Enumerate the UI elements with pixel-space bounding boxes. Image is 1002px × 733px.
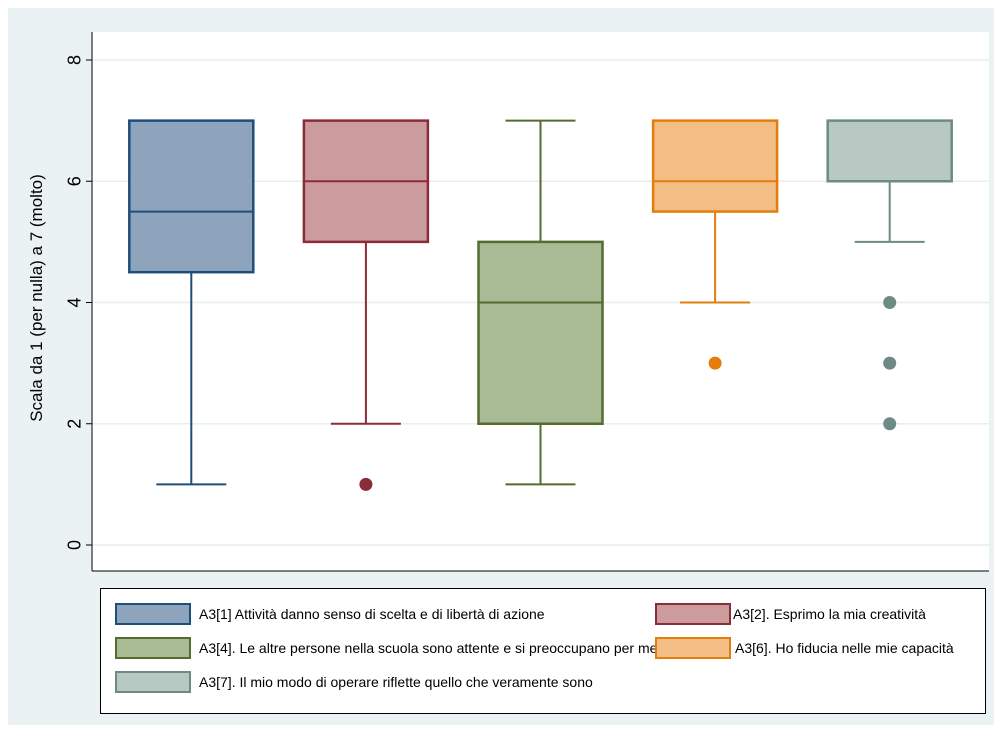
box-iqr <box>128 119 255 274</box>
legend-item-a3-1: A3[1] Attività danno senso di scelta e d… <box>115 602 545 626</box>
legend-item-a3-4: A3[4]. Le altre persone nella scuola son… <box>115 636 657 660</box>
box-series-5 <box>826 119 953 431</box>
box-series-4 <box>651 119 779 370</box>
chart-figure: 0 2 4 6 8 Scala da 1 (per nulla) a 7 (molto)… <box>8 8 994 725</box>
legend-item-a3-2: A3[2]. Esprimo la mia creatività <box>655 602 926 626</box>
box-series-2 <box>302 119 430 491</box>
legend-swatch-a3-2 <box>655 603 731 625</box>
y-tick-label-4: 4 <box>64 297 84 307</box>
legend: A3[1] Attività danno senso di scelta e d… <box>100 588 986 714</box>
y-tick-label-6: 6 <box>64 176 84 186</box>
legend-swatch-a3-7 <box>115 671 191 693</box>
legend-label-a3-7: A3[7]. Il mio modo di operare riflette q… <box>199 674 593 690</box>
legend-label-a3-6: A3[6]. Ho fiducia nelle mie capacità <box>735 640 954 656</box>
legend-item-a3-7: A3[7]. Il mio modo di operare riflette q… <box>115 670 593 694</box>
legend-item-a3-6: A3[6]. Ho fiducia nelle mie capacità <box>655 636 954 660</box>
y-tick-label-8: 8 <box>64 55 84 65</box>
box-iqr <box>826 119 953 183</box>
outlier-point <box>883 417 897 431</box>
outlier-point <box>883 356 897 370</box>
legend-label-a3-2: A3[2]. Esprimo la mia creatività <box>733 606 926 622</box>
outlier-point <box>708 356 722 370</box>
box-iqr <box>477 240 604 425</box>
legend-swatch-a3-1 <box>115 603 191 625</box>
legend-swatch-a3-4 <box>115 637 191 659</box>
outlier-point <box>883 296 897 309</box>
y-axis-label: Scala da 1 (per nulla) a 7 (molto) <box>27 174 46 422</box>
outlier-point <box>359 477 373 491</box>
y-tick-label-2: 2 <box>64 419 84 429</box>
legend-swatch-a3-6 <box>655 637 731 659</box>
legend-label-a3-1: A3[1] Attività danno senso di scelta e d… <box>199 606 545 622</box>
box-series-3 <box>477 119 604 486</box>
plot-area: 0 2 4 6 8 Scala da 1 (per nulla) a 7 (molto) <box>27 32 989 572</box>
box-iqr <box>651 119 779 213</box>
legend-label-a3-4: A3[4]. Le altre persone nella scuola son… <box>199 640 658 656</box>
box-series-1 <box>128 119 255 486</box>
y-tick-label-0: 0 <box>64 540 84 550</box>
